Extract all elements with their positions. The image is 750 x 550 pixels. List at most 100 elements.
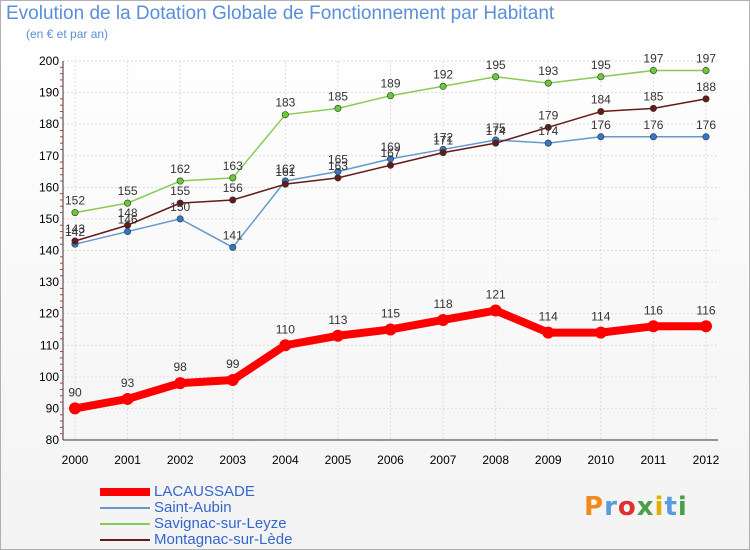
data-point-savignac-sur-leyze — [649, 66, 657, 74]
data-label-saint-aubin: 146 — [118, 213, 138, 227]
data-label-savignac-sur-leyze: 183 — [275, 96, 295, 110]
data-label-savignac-sur-leyze: 162 — [170, 162, 190, 176]
data-label-montagnac-sur-l-de: 179 — [538, 108, 558, 122]
y-tick-label: 200 — [39, 54, 59, 68]
data-point-lacaussade — [279, 339, 292, 352]
logo-letter: r — [604, 492, 618, 522]
data-point-montagnac-sur-l-de — [492, 139, 500, 147]
data-label-lacaussade: 114 — [591, 310, 610, 324]
x-tick-label: 2009 — [535, 453, 562, 467]
data-point-montagnac-sur-l-de — [229, 196, 237, 204]
data-label-montagnac-sur-l-de: 155 — [170, 184, 190, 198]
data-label-saint-aubin: 162 — [275, 162, 295, 176]
legend-swatch — [100, 507, 150, 509]
data-point-lacaussade — [69, 402, 81, 415]
x-tick-label: 2005 — [325, 453, 352, 467]
y-tick-label: 180 — [39, 117, 59, 131]
data-label-saint-aubin: 176 — [591, 118, 611, 132]
data-label-savignac-sur-leyze: 163 — [223, 159, 243, 173]
data-point-montagnac-sur-l-de — [439, 149, 447, 157]
data-point-savignac-sur-leyze — [544, 79, 552, 87]
x-tick-label: 2011 — [641, 453, 667, 467]
x-tick-label: 2012 — [693, 453, 720, 467]
legend-label: Savignac-sur-Leyze — [154, 515, 287, 532]
data-label-savignac-sur-leyze: 195 — [486, 58, 506, 72]
data-point-savignac-sur-leyze — [439, 82, 447, 90]
data-label-saint-aubin: 176 — [643, 118, 663, 132]
data-point-lacaussade — [700, 320, 712, 333]
data-label-saint-aubin: 175 — [486, 121, 506, 135]
data-label-montagnac-sur-l-de: 174 — [486, 124, 506, 138]
legend-label: Montagnac-sur-Lède — [154, 531, 293, 548]
y-tick-label: 190 — [39, 86, 59, 100]
logo-letter: x — [636, 492, 655, 522]
legend-swatch — [100, 488, 150, 496]
data-point-montagnac-sur-l-de — [649, 104, 657, 112]
chart-subtitle: (en € et par an) — [26, 27, 109, 41]
legend-swatch — [100, 539, 150, 541]
data-label-saint-aubin: 172 — [433, 130, 453, 144]
data-point-savignac-sur-leyze — [597, 73, 605, 81]
data-point-saint-aubin — [176, 215, 184, 223]
data-point-savignac-sur-leyze — [702, 66, 710, 74]
data-point-lacaussade — [174, 377, 187, 390]
logo-letter: P — [584, 492, 605, 522]
y-tick-label: 80 — [46, 433, 60, 447]
data-point-lacaussade — [226, 373, 239, 386]
data-point-lacaussade — [437, 313, 450, 326]
data-label-montagnac-sur-l-de: 185 — [643, 89, 663, 103]
data-label-savignac-sur-leyze: 195 — [591, 58, 611, 72]
data-label-saint-aubin: 142 — [65, 225, 85, 239]
axes: 80 90 100 110 120 130 140 150 160 170 180 190 200 200… — [39, 54, 720, 467]
data-label-saint-aubin: 174 — [538, 124, 558, 138]
data-label-lacaussade: 116 — [696, 303, 715, 317]
data-point-saint-aubin — [229, 243, 237, 251]
data-label-savignac-sur-leyze: 197 — [643, 51, 663, 65]
data-label-savignac-sur-leyze: 155 — [118, 184, 138, 198]
data-point-lacaussade — [331, 329, 344, 342]
data-point-savignac-sur-leyze — [386, 92, 394, 100]
data-point-montagnac-sur-l-de — [386, 161, 394, 169]
data-label-saint-aubin: 176 — [696, 118, 716, 132]
data-label-lacaussade: 118 — [434, 297, 453, 311]
data-point-montagnac-sur-l-de — [544, 123, 552, 131]
data-label-montagnac-sur-l-de: 161 — [275, 165, 295, 179]
data-label-saint-aubin: 169 — [380, 140, 400, 154]
data-point-lacaussade — [489, 304, 502, 317]
data-point-montagnac-sur-l-de — [702, 95, 710, 103]
data-label-savignac-sur-leyze: 197 — [696, 51, 716, 65]
data-point-montagnac-sur-l-de — [176, 199, 184, 207]
data-point-montagnac-sur-l-de — [281, 180, 289, 188]
data-label-montagnac-sur-l-de: 163 — [328, 159, 348, 173]
data-label-savignac-sur-leyze: 185 — [328, 89, 348, 103]
data-label-savignac-sur-leyze: 192 — [433, 67, 453, 81]
legend-swatch — [100, 523, 150, 525]
data-label-savignac-sur-leyze: 193 — [538, 64, 558, 78]
data-label-montagnac-sur-l-de: 156 — [223, 181, 243, 195]
y-tick-label: 140 — [39, 244, 59, 258]
data-label-lacaussade: 93 — [121, 376, 135, 390]
data-label-montagnac-sur-l-de: 184 — [591, 93, 611, 107]
data-point-savignac-sur-leyze — [334, 104, 342, 112]
data-point-montagnac-sur-l-de — [334, 174, 342, 182]
data-label-savignac-sur-leyze: 152 — [65, 194, 85, 208]
logo-letter: t — [664, 492, 678, 522]
x-tick-label: 2006 — [377, 453, 404, 467]
data-label-saint-aubin: 150 — [170, 200, 190, 214]
data-point-montagnac-sur-l-de — [597, 108, 605, 116]
data-point-saint-aubin — [544, 139, 552, 147]
y-tick-label: 90 — [46, 401, 60, 415]
legend-label: LACAUSSADE — [154, 483, 255, 500]
data-point-montagnac-sur-l-de — [124, 221, 132, 229]
data-point-saint-aubin — [649, 133, 657, 141]
logo-letter: i — [654, 492, 665, 522]
data-label-lacaussade: 121 — [486, 288, 506, 302]
x-tick-label: 2002 — [167, 453, 194, 467]
data-label-lacaussade: 116 — [644, 303, 663, 317]
x-tick-label: 2010 — [587, 453, 614, 467]
x-tick-label: 2000 — [62, 453, 89, 467]
data-point-lacaussade — [384, 323, 397, 336]
data-label-lacaussade: 115 — [381, 306, 400, 320]
x-tick-label: 2001 — [114, 453, 141, 467]
